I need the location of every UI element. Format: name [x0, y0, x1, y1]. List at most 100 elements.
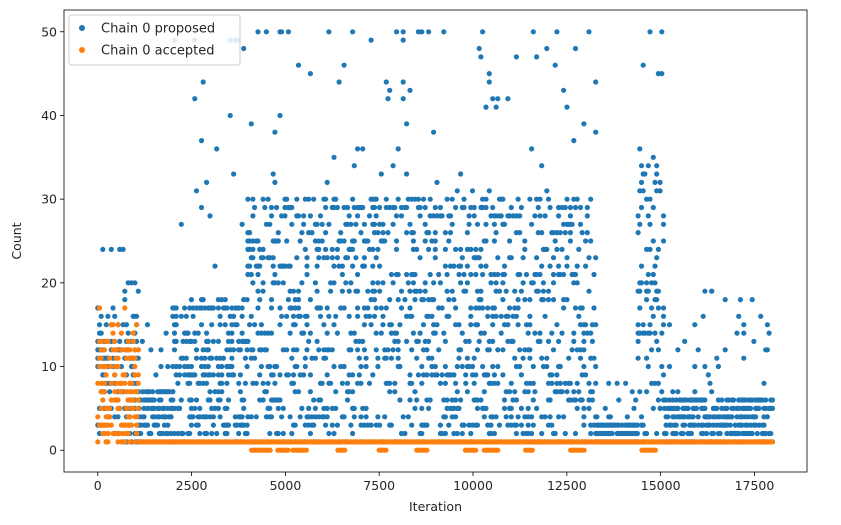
chain-0-proposed-point	[577, 204, 584, 211]
chain-0-proposed-point	[388, 422, 394, 428]
chain-0-proposed-point	[329, 422, 335, 428]
chain-0-proposed-point	[459, 330, 465, 336]
chain-0-proposed-point	[436, 347, 442, 353]
chain-0-proposed-point	[731, 397, 737, 403]
chain-0-proposed-point	[451, 372, 457, 378]
chain-0-proposed-point	[333, 389, 339, 395]
chain-0-proposed-point	[486, 188, 492, 194]
chain-0-proposed-point	[407, 221, 413, 227]
chain-0-proposed-point	[476, 255, 482, 261]
chain-0-proposed-point	[250, 280, 256, 286]
chain-0-proposed-point	[170, 397, 176, 403]
chain-0-proposed-point	[301, 213, 307, 219]
chain-0-proposed-point	[241, 405, 247, 411]
chain-0-proposed-point	[534, 405, 540, 411]
chain-0-proposed-point	[556, 338, 562, 344]
chain-0-proposed-point	[650, 271, 656, 278]
y-tick-label: 20	[41, 275, 57, 290]
chain-0-proposed-point	[338, 230, 344, 236]
chain-0-proposed-point	[426, 246, 432, 252]
chain-0-proposed-point	[263, 29, 269, 35]
chain-0-proposed-point	[493, 230, 499, 236]
chain-0-proposed-point	[490, 322, 496, 328]
chain-0-proposed-point	[287, 330, 293, 336]
chain-0-proposed-point	[231, 171, 237, 177]
chain-0-proposed-point	[390, 347, 396, 353]
chain-0-proposed-point	[488, 280, 494, 286]
chain-0-proposed-point	[644, 430, 650, 437]
chain-0-proposed-point	[311, 196, 317, 202]
chain-0-proposed-point	[459, 255, 465, 261]
y-axis-ticks: 0 10 20 30 40 50	[41, 24, 64, 458]
chain-0-proposed-point	[616, 397, 622, 403]
chain-0-proposed-point	[634, 430, 641, 437]
chain-0-proposed-point	[741, 322, 747, 328]
chain-0-proposed-point	[495, 96, 501, 102]
chain-0-proposed-point	[500, 297, 506, 303]
y-tick-label: 0	[49, 443, 57, 458]
chain-0-proposed-point	[695, 414, 701, 420]
chain-0-proposed-point	[190, 414, 196, 420]
chain-0-proposed-point	[297, 238, 303, 244]
chain-0-accepted-point	[130, 330, 136, 336]
chain-0-proposed-point	[474, 422, 481, 428]
chain-0-proposed-point	[368, 322, 374, 328]
chain-0-proposed-point	[280, 430, 286, 437]
chain-0-proposed-point	[289, 221, 295, 227]
chain-0-proposed-point	[231, 372, 237, 378]
chain-0-proposed-point	[517, 347, 523, 353]
chain-0-proposed-point	[547, 397, 553, 403]
chain-0-proposed-point	[463, 380, 469, 386]
x-tick-label: 7500	[363, 478, 395, 493]
chain-0-proposed-point	[557, 380, 563, 386]
chain-0-proposed-point	[134, 313, 140, 319]
chain-0-proposed-point	[253, 380, 259, 386]
chain-0-proposed-point	[468, 313, 474, 319]
chain-0-proposed-point	[556, 213, 562, 219]
chain-0-proposed-point	[225, 422, 232, 428]
chain-0-accepted-point	[98, 338, 104, 344]
plot-area-frame	[63, 9, 808, 473]
chain-0-proposed-point	[427, 397, 433, 403]
chain-0-proposed-point	[478, 297, 484, 303]
chain-0-proposed-point	[339, 263, 345, 269]
chain-0-proposed-point	[584, 204, 590, 211]
chain-0-proposed-point	[426, 338, 432, 344]
chain-0-proposed-point	[192, 96, 198, 102]
chain-0-proposed-point	[205, 338, 211, 344]
chain-0-proposed-point	[724, 405, 730, 411]
chain-0-proposed-point	[314, 221, 320, 227]
chain-0-proposed-point	[289, 430, 295, 437]
chain-0-proposed-point	[350, 246, 356, 252]
chain-0-proposed-point	[530, 363, 536, 370]
chain-0-proposed-point	[769, 405, 776, 411]
chain-0-proposed-point	[183, 355, 189, 361]
chain-0-proposed-point	[290, 372, 297, 378]
chain-0-proposed-point	[361, 347, 367, 353]
chain-0-proposed-point	[158, 363, 164, 370]
chain-0-proposed-point	[306, 338, 312, 344]
chain-0-proposed-point	[363, 405, 369, 411]
chain-0-proposed-point	[260, 280, 266, 286]
chain-0-proposed-point	[586, 380, 592, 386]
chain-0-proposed-point	[491, 430, 497, 437]
chain-0-proposed-point	[224, 405, 230, 411]
chain-0-proposed-point	[505, 322, 511, 328]
chain-0-proposed-point	[319, 238, 325, 244]
chain-0-proposed-point	[562, 230, 568, 236]
chain-0-proposed-point	[583, 372, 589, 378]
chain-0-proposed-point	[168, 414, 174, 420]
chain-0-proposed-point	[507, 389, 513, 395]
chain-0-proposed-point	[564, 263, 570, 269]
chain-0-proposed-point	[515, 196, 521, 202]
chain-0-proposed-point	[302, 355, 308, 361]
y-tick-label: 50	[41, 24, 57, 39]
chain-0-proposed-point	[574, 405, 580, 411]
chain-0-proposed-point	[284, 238, 290, 244]
chain-0-proposed-point	[581, 422, 587, 428]
chain-0-proposed-point	[485, 313, 491, 319]
chain-0-proposed-point	[518, 204, 525, 211]
chain-0-proposed-point	[209, 430, 215, 437]
chain-0-proposed-point	[647, 246, 653, 252]
chain-0-proposed-point	[714, 355, 720, 361]
